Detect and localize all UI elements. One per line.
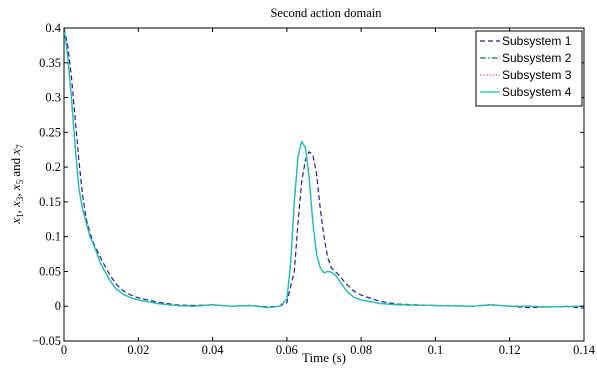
- x-tick-label: 0.1: [428, 343, 444, 357]
- x-tick-label: 0.06: [276, 343, 298, 357]
- y-tick-label: 0.4: [45, 21, 61, 35]
- series-line-4: [63, 27, 585, 309]
- y-tick-label: 0.25: [39, 125, 61, 139]
- x-tick-label: 0.02: [127, 343, 149, 357]
- x-tick-label: 0.04: [202, 343, 225, 357]
- series-layer: [63, 27, 585, 309]
- y-tick-label: 0: [55, 299, 61, 313]
- chart-title: Second action domain: [270, 6, 382, 20]
- legend-box: [475, 30, 583, 107]
- x-tick-label: 0.08: [350, 343, 372, 357]
- tick-layer: 0 0.02 0.04 0.06 0.08 0.1 0.12 0.14−0.0500.050.…: [32, 21, 596, 357]
- x-tick-label: 0: [61, 343, 67, 357]
- y-tick-label: 0.15: [39, 195, 61, 209]
- legend-label-1: Subsystem 1: [502, 34, 572, 48]
- y-tick-label: 0.05: [39, 264, 61, 278]
- legend-label-2: Subsystem 2: [502, 51, 572, 65]
- y-tick-label: 0.1: [45, 230, 61, 244]
- x-tick-label: 0.12: [499, 343, 521, 357]
- y-axis-label: x1, x3, x5 and x7: [8, 144, 25, 225]
- y-tick-label: 0.2: [45, 160, 61, 174]
- y-tick-label: −0.05: [32, 334, 61, 348]
- legend-label-3: Subsystem 3: [502, 68, 572, 82]
- x-tick-label: 0.14: [573, 343, 596, 357]
- x-axis-label: Time (s): [302, 350, 346, 365]
- legend-label-4: Subsystem 4: [502, 85, 572, 99]
- y-tick-label: 0.3: [45, 91, 61, 105]
- legend: Subsystem 1 Subsystem 2 Subsystem 3 Subsyst…: [475, 30, 583, 107]
- y-tick-label: 0.35: [39, 56, 61, 70]
